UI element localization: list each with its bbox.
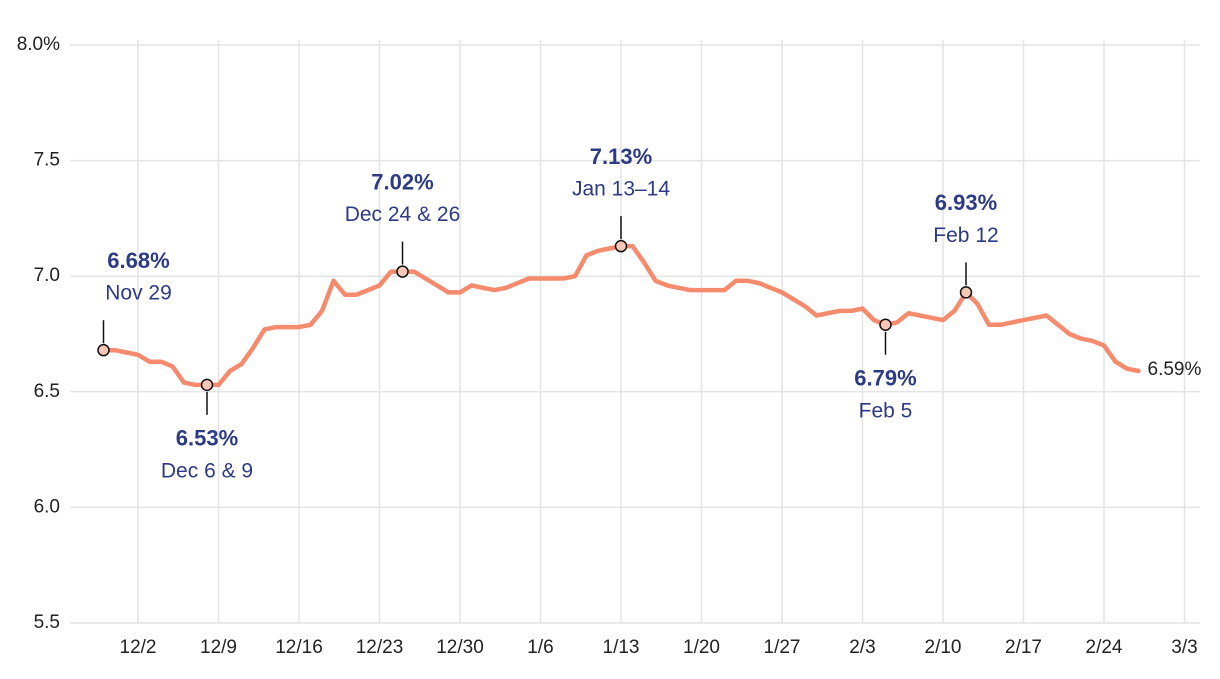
- annotation-value: 6.68%: [107, 248, 169, 273]
- y-tick-label: 6.5: [34, 381, 60, 402]
- annotation-point: [879, 318, 892, 332]
- annotation-value: 6.93%: [935, 190, 997, 215]
- y-tick-label: 8.0%: [17, 34, 60, 55]
- y-tick-label: 7.0: [34, 265, 60, 286]
- annotation-label: Dec 24 & 26: [345, 203, 461, 226]
- x-tick-label: 1/27: [764, 637, 801, 658]
- annotation-point: [200, 378, 214, 392]
- annotation-label: Jan 13–14: [572, 178, 670, 201]
- x-tick-label: 12/30: [436, 637, 484, 658]
- annotation-value: 7.13%: [590, 144, 652, 169]
- annotation-label: Feb 12: [933, 224, 998, 247]
- annotation-point: [959, 286, 973, 299]
- annotation-point: [396, 265, 409, 278]
- x-tick-label: 12/2: [120, 637, 157, 658]
- x-tick-label: 12/16: [275, 637, 323, 658]
- annotation-point: [614, 239, 628, 253]
- y-tick-label: 5.5: [34, 612, 60, 633]
- x-tick-label: 1/6: [527, 637, 553, 658]
- x-tick-label: 2/10: [925, 637, 962, 658]
- x-tick-label: 2/3: [849, 637, 875, 658]
- x-tick-label: 1/13: [603, 637, 640, 658]
- annotation-label: Nov 29: [105, 282, 172, 305]
- annotation-label: Feb 5: [859, 399, 913, 422]
- x-tick-label: 12/23: [356, 637, 404, 658]
- annotation-value: 6.79%: [854, 366, 916, 391]
- end-label: 6.59%: [1148, 359, 1202, 380]
- x-tick-label: 1/20: [683, 637, 720, 658]
- annotation-value: 7.02%: [371, 169, 433, 194]
- y-tick-label: 6.0: [34, 496, 60, 517]
- x-tick-label: 3/3: [1171, 637, 1197, 658]
- annotation-point: [97, 343, 110, 357]
- annotation-value: 6.53%: [176, 426, 238, 451]
- x-tick-label: 12/9: [200, 637, 237, 658]
- x-tick-label: 2/17: [1005, 637, 1042, 658]
- annotation-label: Dec 6 & 9: [161, 459, 253, 482]
- y-tick-label: 7.5: [34, 150, 60, 171]
- x-tick-label: 2/24: [1086, 637, 1123, 658]
